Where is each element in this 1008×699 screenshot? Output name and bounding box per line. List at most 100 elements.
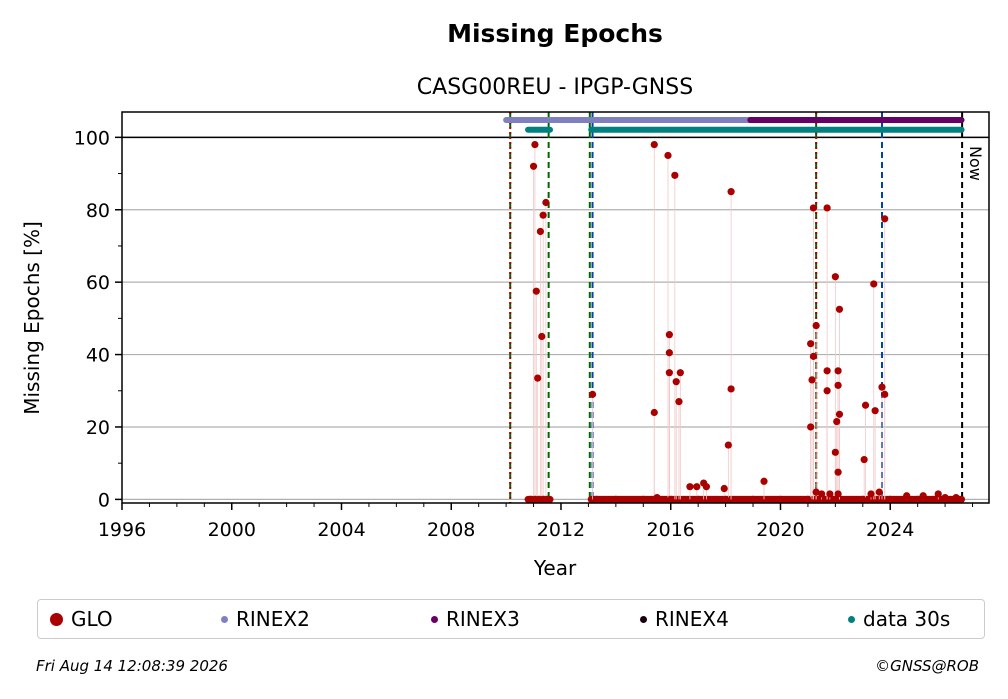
legend-label-rinex4: RINEX4 (655, 607, 729, 631)
chart-title: Missing Epochs (447, 19, 663, 48)
x-tick-label-2020: 2020 (756, 519, 804, 541)
legend-marker-data-30s (848, 615, 855, 623)
glo-point-77 (804, 495, 812, 503)
glo-point-22 (676, 369, 684, 377)
footer-timestamp: Fri Aug 14 12:08:39 2026 (36, 657, 228, 675)
glo-point-20 (665, 369, 673, 377)
glo-point-42 (823, 387, 831, 395)
y-tick-label-40: 40 (86, 345, 110, 367)
glo-point-69 (593, 495, 601, 503)
legend-label-rinex3: RINEX3 (446, 607, 520, 631)
glo-point-36 (809, 352, 818, 360)
glo-point-30 (727, 188, 735, 196)
glo-point-50 (834, 468, 842, 476)
glo-point-79 (859, 495, 867, 503)
glo-point-63 (875, 488, 883, 496)
y-axis-label: Missing Epochs [%] (20, 221, 44, 415)
glo-point-44 (835, 305, 844, 313)
glo-point-38 (809, 204, 818, 212)
glo-point-2 (532, 287, 540, 295)
glo-point-43 (831, 273, 839, 281)
glo-point-0 (531, 140, 539, 149)
legend-item-glo: GLO (50, 600, 113, 638)
glo-point-46 (834, 381, 842, 389)
x-tick-label-2024: 2024 (866, 519, 914, 541)
glo-point-80 (886, 495, 894, 503)
glo-point-28 (702, 483, 711, 491)
glo-point-25 (686, 483, 694, 491)
y-tick-label-100: 100 (74, 127, 110, 149)
glo-point-73 (694, 495, 702, 503)
x-tick-label-2008: 2008 (427, 519, 475, 541)
glo-point-70 (612, 495, 620, 503)
glo-point-57 (870, 280, 878, 288)
x-tick-label-2012: 2012 (537, 519, 585, 541)
glo-point-55 (861, 401, 870, 409)
x-tick-label-2016: 2016 (647, 519, 695, 541)
glo-point-26 (693, 483, 701, 491)
glo-point-64 (903, 492, 911, 500)
legend-marker-rinex3 (431, 615, 438, 623)
glo-point-15 (664, 151, 672, 160)
glo-point-4 (536, 227, 545, 236)
glo-point-81 (914, 495, 922, 503)
glo-point-33 (760, 477, 768, 485)
glo-point-5 (539, 211, 547, 219)
legend: GLO RINEX2 RINEX3 RINEX4 data 30s (37, 599, 985, 639)
legend-marker-rinex2 (221, 615, 228, 623)
glo-point-34 (807, 340, 815, 348)
legend-label-rinex2: RINEX2 (236, 607, 310, 631)
glo-point-52 (818, 490, 826, 498)
glo-point-41 (823, 367, 831, 375)
glo-point-59 (878, 383, 886, 391)
glo-point-61 (881, 390, 889, 398)
y-tick-label-20: 20 (86, 417, 110, 439)
glo-point-48 (833, 417, 841, 426)
glo-point-72 (667, 495, 675, 503)
legend-marker-glo (50, 612, 63, 626)
glo-point-18 (665, 331, 673, 339)
chart-subtitle: CASG00REU - IPGP-GNSS (417, 75, 693, 100)
glo-point-24 (653, 493, 661, 502)
glo-point-47 (835, 410, 844, 418)
glo-point-3 (534, 374, 542, 382)
legend-label-data-30s: data 30s (863, 607, 951, 631)
glo-point-6 (538, 332, 546, 341)
glo-point-53 (826, 490, 834, 498)
y-tick-label-60: 60 (86, 272, 110, 294)
glo-point-82 (941, 495, 949, 503)
legend-item-rinex3: RINEX3 (431, 600, 520, 638)
glo-point-66 (934, 490, 942, 498)
glo-point-32 (724, 441, 732, 449)
glo-point-21 (672, 378, 680, 386)
glo-point-19 (665, 349, 673, 357)
legend-item-rinex2: RINEX2 (221, 600, 310, 638)
x-tick-label-2004: 2004 (317, 519, 365, 541)
legend-label-glo: GLO (71, 607, 113, 631)
glo-point-49 (831, 448, 839, 456)
plot-area (122, 112, 989, 503)
glo-point-7 (542, 198, 550, 207)
glo-point-40 (823, 204, 831, 212)
glo-point-31 (727, 385, 735, 393)
glo-point-37 (812, 322, 820, 330)
y-tick-label-0: 0 (98, 489, 110, 511)
x-tick-label-1996: 1996 (98, 519, 146, 541)
now-label: Now (966, 146, 985, 181)
legend-item-rinex4: RINEX4 (640, 600, 729, 638)
glo-point-23 (675, 398, 683, 406)
x-axis-label: Year (533, 556, 577, 580)
glo-point-83 (955, 495, 963, 503)
glo-point-16 (671, 171, 679, 179)
glo-point-58 (871, 407, 879, 415)
glo-point-74 (722, 495, 730, 503)
footer-copyright: ©GNSS@ROB (875, 657, 979, 675)
glo-point-71 (639, 495, 647, 503)
glo-point-1 (529, 162, 538, 170)
glo-point-39 (807, 423, 815, 431)
glo-point-45 (834, 367, 842, 375)
x-tick-label-2000: 2000 (208, 519, 256, 541)
glo-point-12 (543, 495, 551, 503)
glo-point-54 (834, 490, 842, 498)
glo-point-76 (776, 495, 785, 503)
